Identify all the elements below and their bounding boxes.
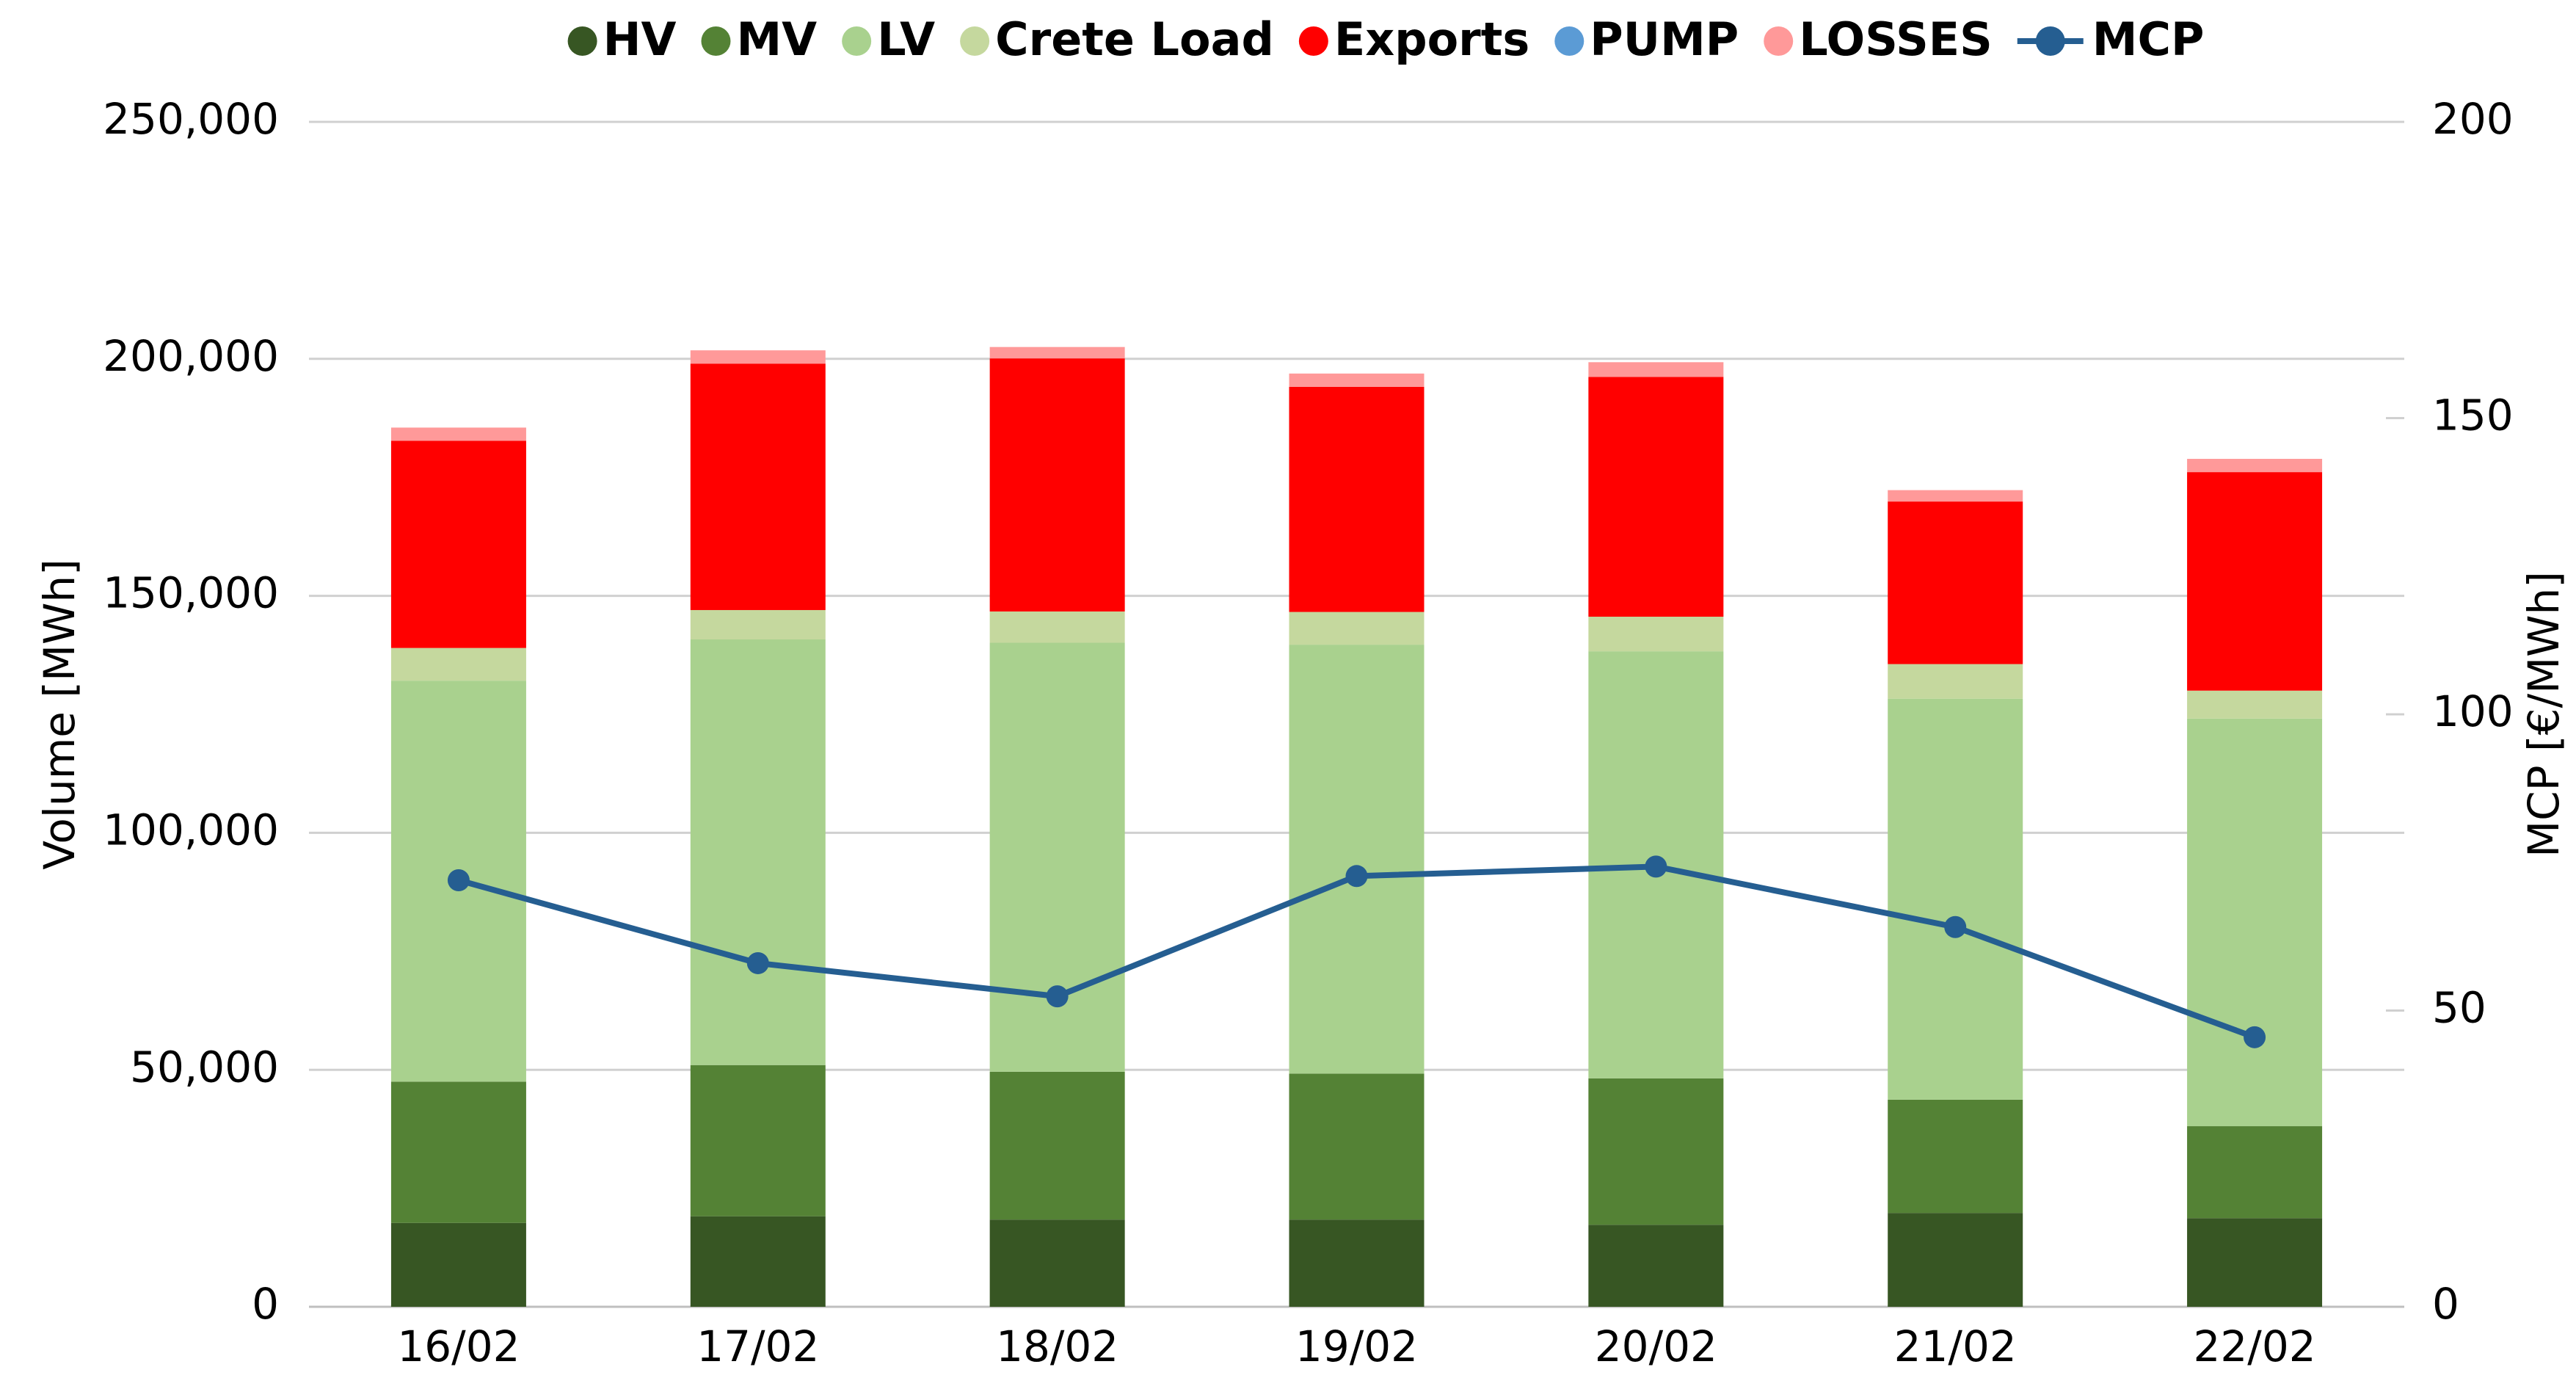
y-tick-label: 250,000 (103, 94, 279, 144)
bar-segment (1888, 1213, 2023, 1307)
bar-segment (2187, 1218, 2323, 1307)
legend-marker (842, 26, 872, 56)
legend-label: MCP (2092, 12, 2205, 66)
legend-label: PUMP (1590, 12, 1739, 66)
bar-segment (390, 1222, 526, 1307)
line-marker (1944, 915, 1967, 938)
bar-segment (690, 1216, 826, 1307)
bar-segment (2187, 1126, 2323, 1219)
x-tick-label: 21/02 (1894, 1321, 2017, 1371)
bar-segment (2187, 472, 2323, 691)
y2-tick-label: 50 (2432, 983, 2486, 1033)
bar-segment (390, 427, 526, 441)
legend-marker (1298, 26, 1328, 56)
bar-segment (989, 611, 1125, 643)
bar-segment (390, 1081, 526, 1223)
bar-segment (989, 347, 1125, 359)
bar-segment (390, 648, 526, 681)
x-tick-label: 16/02 (397, 1321, 520, 1371)
bar-segment (1289, 645, 1425, 1074)
legend-marker (567, 26, 597, 56)
bar-segment (690, 639, 826, 1065)
bar-segment (989, 1219, 1125, 1307)
bar-segment (2187, 718, 2323, 1127)
bar-segment (1888, 1099, 2023, 1214)
legend-marker (701, 26, 731, 56)
legend-label: LV (877, 12, 935, 66)
bar-segment (1588, 362, 1724, 377)
bar-segment (2187, 459, 2323, 473)
bar-segment (690, 350, 826, 364)
bar-segment (1888, 698, 2023, 1100)
y2-tick-label: 100 (2432, 686, 2514, 736)
bar-segment (1888, 664, 2023, 699)
y2-axis-title: MCP [€/MWh] (2519, 571, 2569, 857)
y-tick-label: 150,000 (103, 568, 279, 618)
x-tick-label: 17/02 (696, 1321, 819, 1371)
legend-marker (2035, 26, 2065, 56)
legend-marker (1764, 26, 1794, 56)
legend-label: MV (736, 12, 817, 66)
bar-segment (1588, 377, 1724, 617)
y-tick-label: 200,000 (103, 331, 279, 381)
y-tick-label: 100,000 (103, 805, 279, 855)
bar-segment (390, 440, 526, 648)
line-marker (1046, 985, 1069, 1008)
bar-segment (1888, 501, 2023, 664)
bar-segment (1588, 617, 1724, 652)
bar-segment (690, 1065, 826, 1216)
bar-segment (1289, 386, 1425, 612)
bar-segment (690, 363, 826, 610)
legend-label: HV (603, 12, 677, 66)
bar-segment (1588, 1078, 1724, 1225)
line-marker (746, 951, 769, 974)
x-tick-label: 19/02 (1295, 1321, 1418, 1371)
line-marker (1645, 855, 1667, 878)
bar-segment (989, 642, 1125, 1072)
legend-label: LOSSES (1799, 12, 1993, 66)
bar-segment (1289, 373, 1425, 387)
y2-tick-label: 0 (2432, 1279, 2459, 1329)
bar-segment (1888, 490, 2023, 502)
bar-segment (690, 609, 826, 639)
bar-segment (989, 1071, 1125, 1220)
legend-marker (960, 26, 990, 56)
bar-segment (1289, 612, 1425, 645)
bar-segment (1289, 1219, 1425, 1307)
bar-segment (1588, 1225, 1724, 1307)
bar-segment (989, 358, 1125, 612)
y-tick-label: 50,000 (130, 1042, 279, 1092)
legend-label: Exports (1334, 12, 1529, 66)
x-tick-label: 20/02 (1595, 1321, 1717, 1371)
line-marker (447, 868, 470, 891)
x-tick-label: 22/02 (2193, 1321, 2315, 1371)
line-marker (2244, 1026, 2266, 1048)
legend-marker (1554, 26, 1584, 56)
y-axis-title: Volume [MWh] (34, 559, 84, 870)
y2-tick-label: 150 (2432, 391, 2514, 440)
legend: HV MV LV Crete Load Exports PUMP LOSSES MCP (567, 12, 2205, 66)
y-tick-label: 0 (252, 1279, 279, 1329)
bar-segment (2187, 690, 2323, 719)
legend-label: Crete Load (995, 12, 1274, 66)
bar-segment (1289, 1073, 1425, 1220)
x-tick-label: 18/02 (996, 1321, 1118, 1371)
line-marker (1345, 865, 1368, 888)
y2-tick-label: 200 (2432, 94, 2514, 144)
